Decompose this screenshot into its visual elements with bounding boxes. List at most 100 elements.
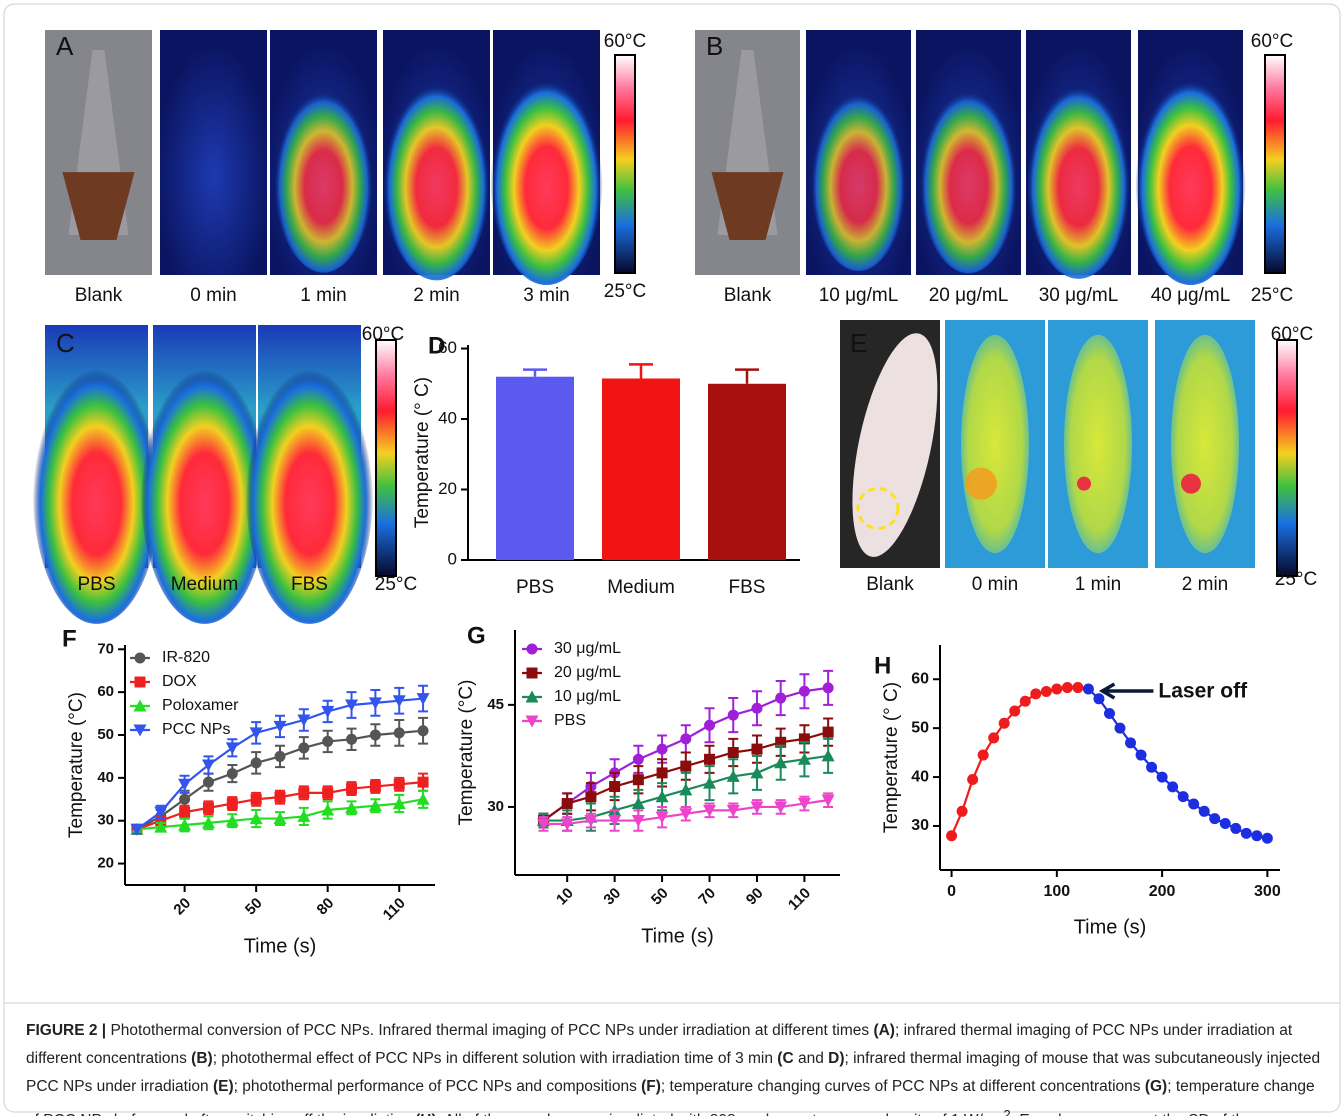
hot-spot [1026,75,1131,279]
legend-marker [134,652,146,664]
thermal-image [806,30,911,275]
marker [179,793,191,805]
marker [249,812,263,825]
x-tick-label: 300 [1254,883,1281,900]
scale-max-label: 60°C [1271,324,1313,345]
image-label: 40 μg/mL [1151,285,1231,306]
marker [417,776,429,788]
marker [1103,707,1115,719]
marker [345,801,359,814]
image-label: 3 min [523,285,569,306]
marker [392,797,406,810]
error-bar [735,368,759,384]
hot-spot [919,80,1018,274]
marker [797,752,811,765]
marker [393,778,405,790]
caption-bold: (A) [873,1022,895,1039]
panel-letter: E [850,328,867,358]
panel-letter: H [874,652,891,679]
marker [1125,737,1137,749]
marker [321,803,335,816]
thermal-bg [160,30,267,275]
marker [1240,827,1252,839]
marker [609,781,621,793]
thermal-image [840,320,940,568]
marker [655,811,669,824]
marker [1093,693,1105,705]
marker [561,798,573,810]
marker [297,809,311,822]
marker [273,720,287,733]
marker [631,797,645,810]
color-scale [1276,339,1298,577]
image-label: PBS [77,574,115,595]
hot-spot [382,73,491,281]
marker [392,695,406,708]
mouse-body [961,334,1029,554]
marker [369,780,381,792]
hot-spot [810,82,907,272]
x-tick-label: 10 [553,885,577,909]
marker [1009,705,1021,717]
caption-text: . All of the samples were irradiated wit… [437,1112,1004,1116]
caption-text: Photothermal conversion of PCC NPs. Infr… [106,1022,874,1039]
y-tick-label: 30 [487,798,504,815]
image-label: 30 μg/mL [1039,285,1119,306]
x-tick-label: 30 [600,885,624,909]
marker [726,769,740,782]
marker [393,727,405,739]
marker [727,709,739,721]
image-label: 1 min [1075,574,1121,595]
hot-spot [1135,68,1246,286]
y-tick-label: 60 [911,670,929,687]
x-tick-label: 70 [695,885,719,909]
marker [751,743,763,755]
hot-spot [490,68,603,286]
x-tick-label: 90 [743,885,767,909]
marker [179,806,191,818]
marker [1261,832,1273,844]
hot-spot [965,467,997,500]
marker [130,823,144,836]
image-label: FBS [291,574,328,595]
thermal-image [695,30,800,275]
marker [775,692,787,704]
marker [1251,830,1263,842]
marker [1156,771,1168,783]
marker [998,717,1010,729]
marker [321,705,335,718]
mouse [852,333,938,557]
legend-marker [134,676,146,688]
marker [250,757,262,769]
image-label: Blank [75,285,123,306]
marker [967,774,979,786]
y-tick-label: 60 [438,338,457,357]
figure-frame [3,3,1341,1113]
marker [560,818,574,831]
marker [345,699,359,712]
marker [1114,722,1126,734]
y-tick-label: 60 [97,683,114,700]
marker [417,725,429,737]
legend-label: 20 μg/mL [554,664,621,681]
image-label: Blank [866,574,914,595]
marker [1061,682,1073,694]
annotation: Laser off [1158,680,1248,703]
marker [1019,695,1031,707]
caption-bold: FIGURE 2 | [26,1022,107,1039]
marker [201,816,215,829]
marker [655,790,669,803]
marker [1188,798,1200,810]
marker [679,783,693,796]
marker [322,735,334,747]
y-axis-label: Temperature (°C) [66,692,87,838]
thermal-image [490,30,603,286]
legend-marker [526,667,538,679]
marker [775,736,787,748]
y-axis-label: Temperature (° C) [412,377,433,528]
marker [1135,749,1147,761]
y-tick-label: 40 [438,409,457,428]
marker [726,804,740,817]
marker [798,685,810,697]
scale-max-label: 60°C [362,324,404,345]
